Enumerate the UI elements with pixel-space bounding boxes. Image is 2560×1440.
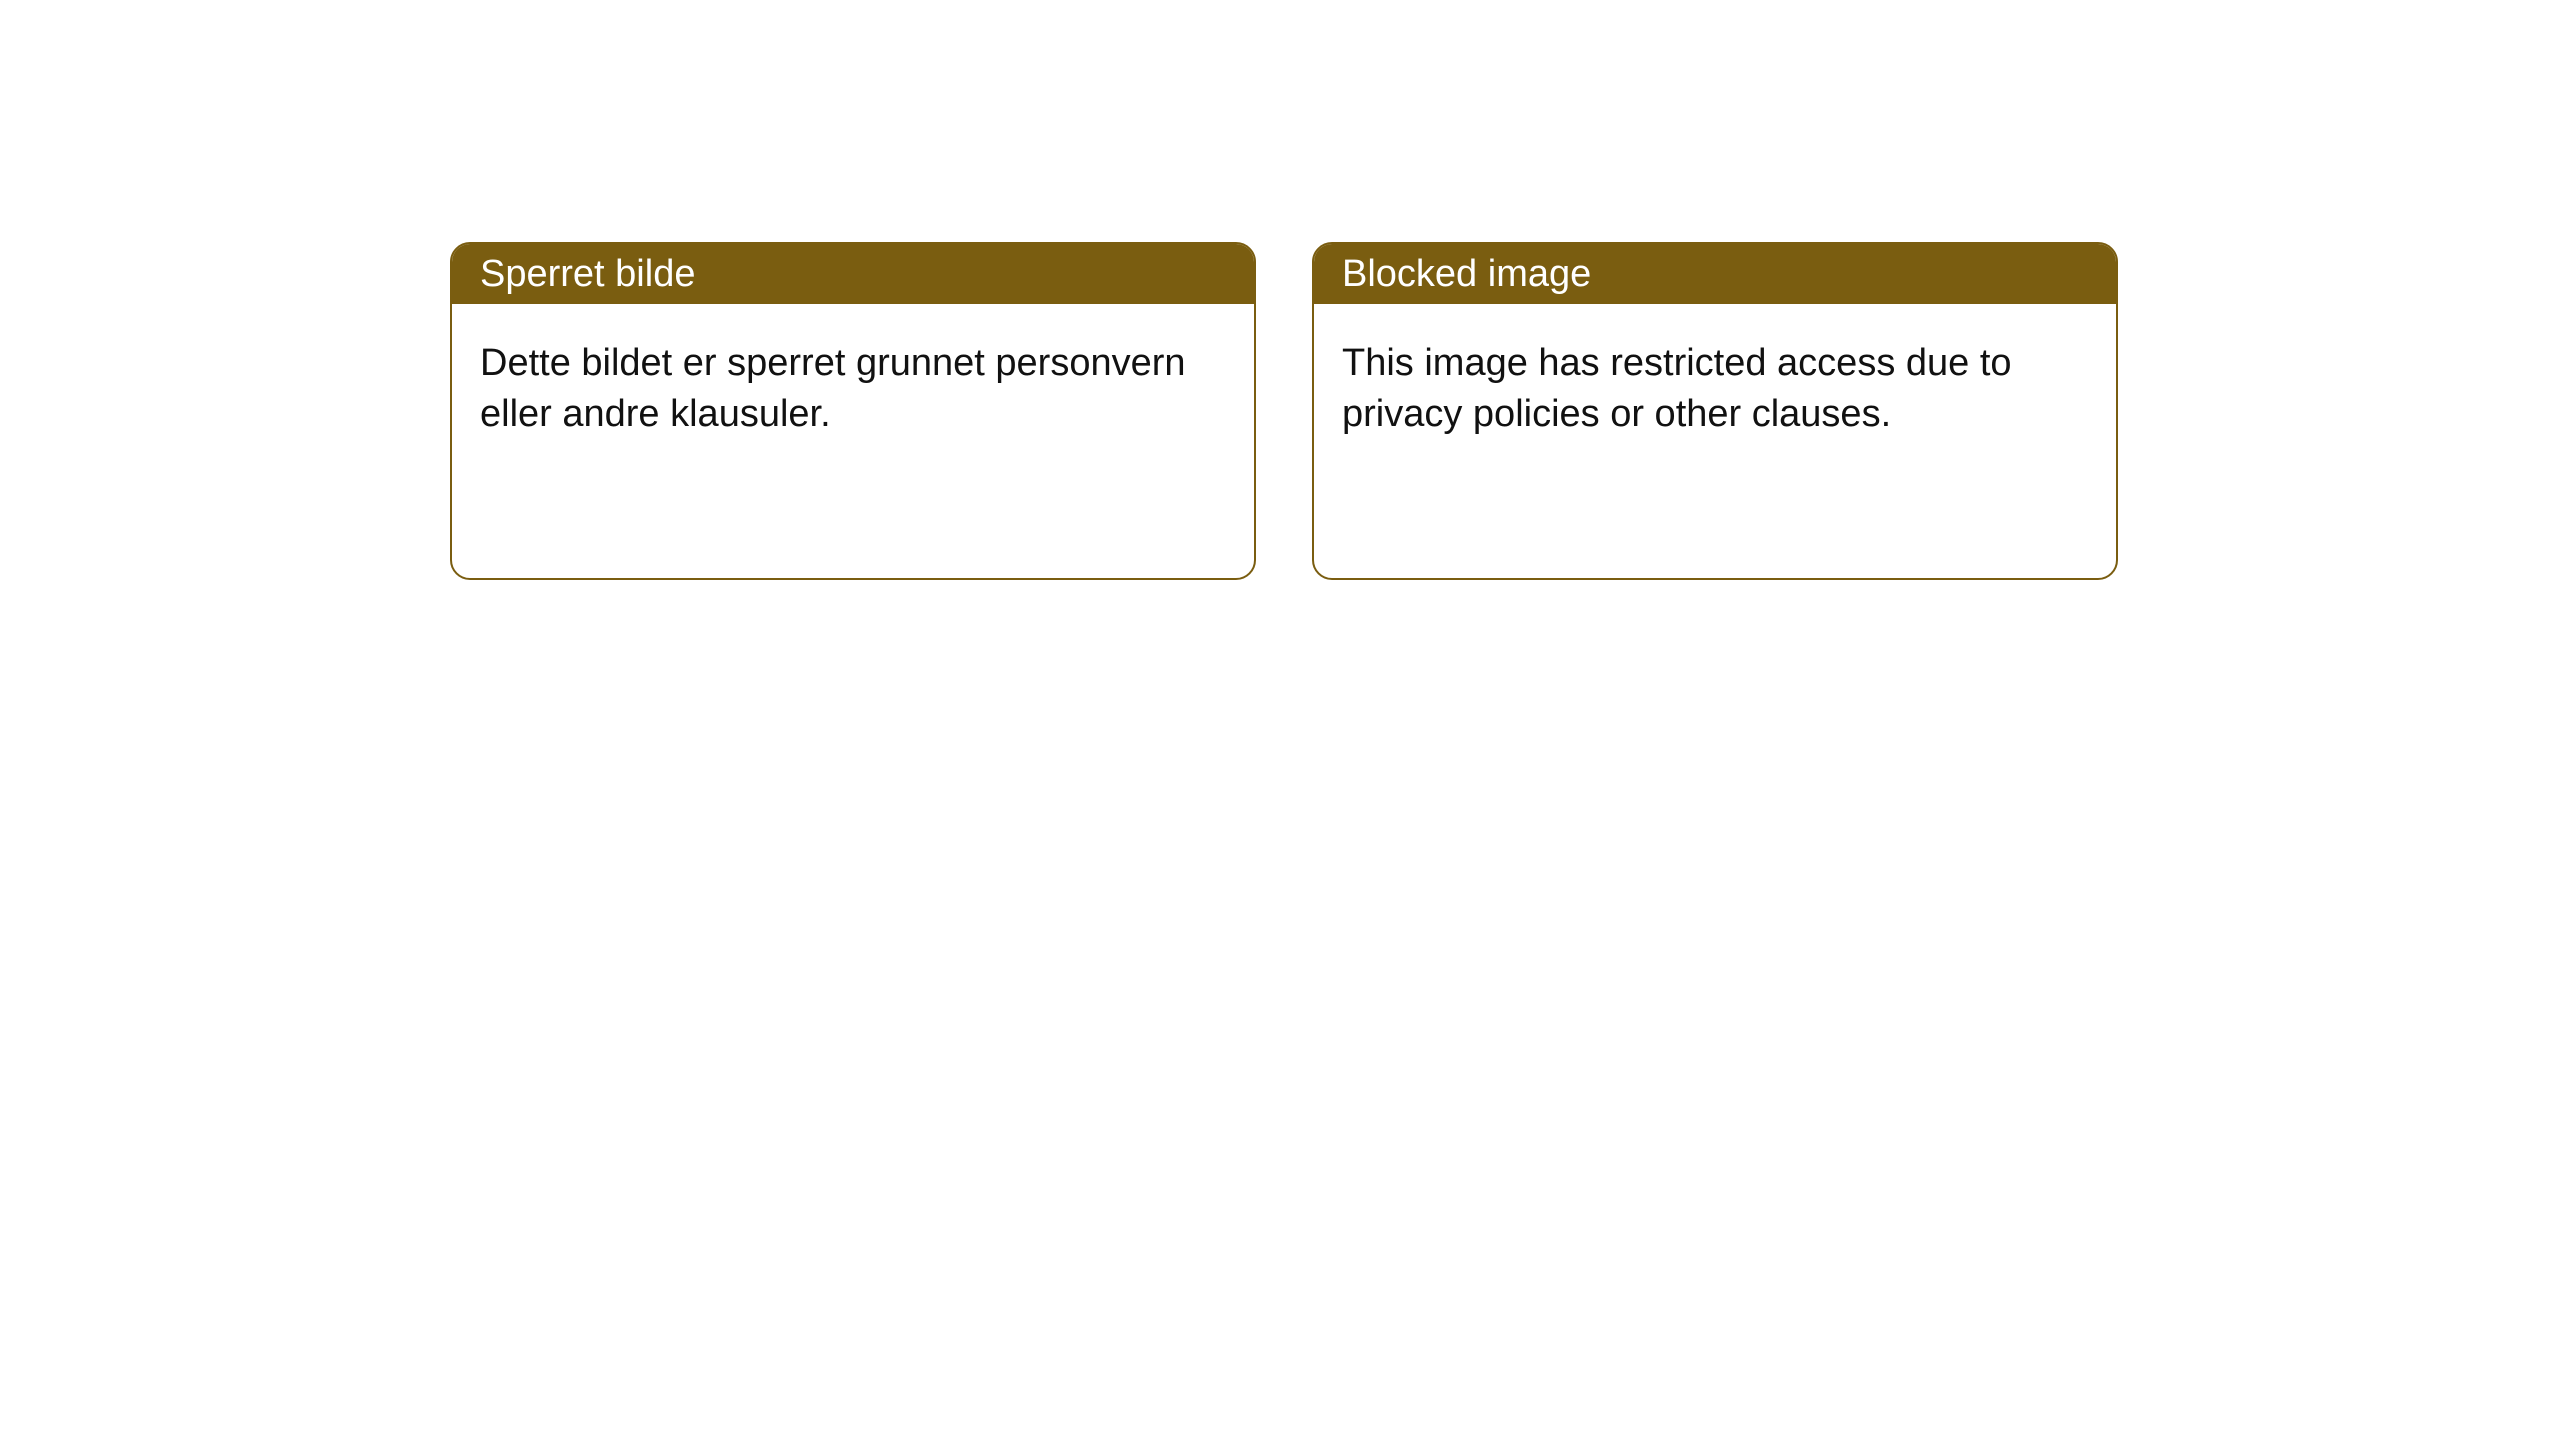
card-body-text: This image has restricted access due to … [1342, 342, 2012, 435]
card-body-text: Dette bildet er sperret grunnet personve… [480, 342, 1186, 435]
blocked-image-card-en: Blocked image This image has restricted … [1312, 242, 2118, 580]
card-header: Sperret bilde [452, 244, 1254, 304]
card-header: Blocked image [1314, 244, 2116, 304]
card-title: Blocked image [1342, 253, 1591, 296]
cards-container: Sperret bilde Dette bildet er sperret gr… [0, 0, 2560, 580]
blocked-image-card-no: Sperret bilde Dette bildet er sperret gr… [450, 242, 1256, 580]
card-title: Sperret bilde [480, 253, 695, 296]
card-body: Dette bildet er sperret grunnet personve… [452, 304, 1254, 475]
card-body: This image has restricted access due to … [1314, 304, 2116, 475]
